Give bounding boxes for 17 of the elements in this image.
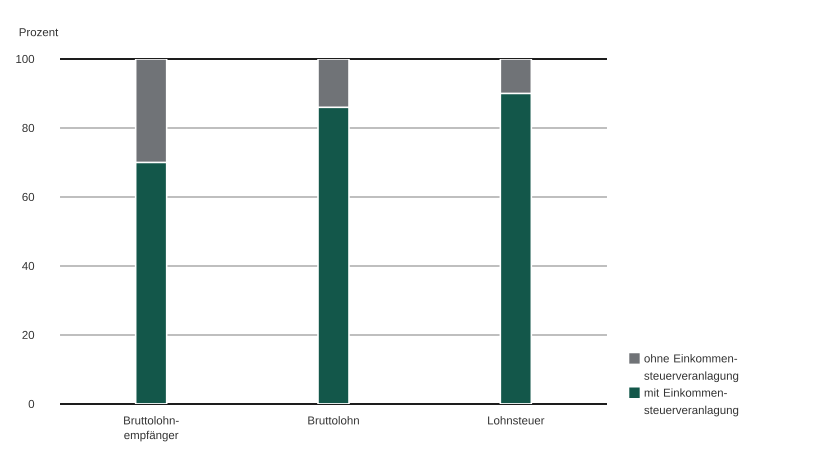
- bar: [317, 106, 350, 404]
- y-tick-label: 100: [16, 54, 34, 64]
- x-tick-label: Bruttolohn-empfänger: [124, 416, 179, 442]
- y-tick-label: 80: [22, 124, 34, 132]
- bar: [317, 58, 350, 108]
- legend-label: mit Einkommen-steuerveranlagung: [644, 388, 738, 416]
- bar: [500, 58, 532, 94]
- bar: [134, 58, 168, 164]
- x-tick-label: Bruttolohn: [308, 416, 359, 424]
- bar: [500, 92, 532, 404]
- y-tick-label: 20: [22, 330, 34, 340]
- x-tick-label: Lohnsteuer: [488, 416, 544, 424]
- y-axis-title: Prozent: [20, 28, 58, 36]
- y-tick-label: 40: [22, 262, 34, 270]
- bar: [134, 162, 168, 404]
- y-tick-label: 60: [22, 192, 34, 202]
- y-tick-label: 0: [28, 400, 34, 408]
